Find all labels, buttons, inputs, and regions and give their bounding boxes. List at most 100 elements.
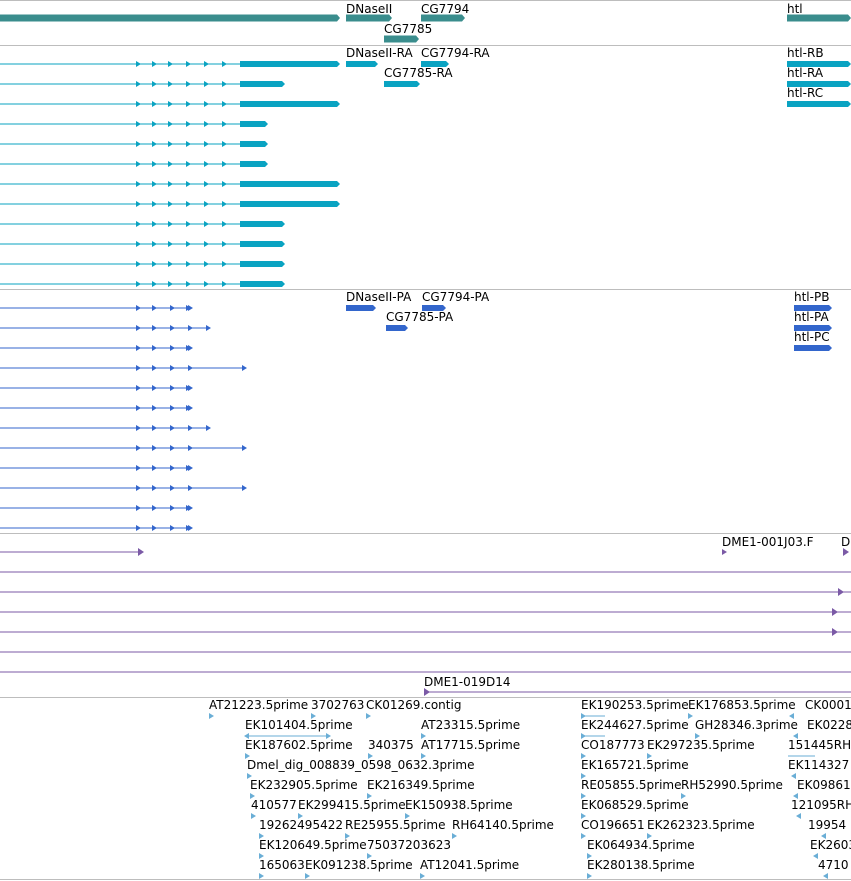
protein-exon[interactable] [186, 385, 191, 391]
protein-exon[interactable] [186, 305, 191, 311]
transcript-feature[interactable] [787, 61, 851, 67]
protein-exon[interactable] [152, 325, 157, 331]
est-label[interactable]: EK098613 [797, 778, 851, 792]
transcript-label-htl-ra[interactable]: htl-RA [787, 66, 824, 80]
transcript-exon[interactable] [204, 261, 209, 267]
transcript-exon[interactable] [204, 241, 209, 247]
est-label[interactable]: AT12041.5prime [420, 858, 520, 872]
protein-exon[interactable] [186, 405, 191, 411]
transcript-exon[interactable] [152, 141, 157, 147]
protein-feature[interactable] [422, 305, 446, 311]
est-feature[interactable] [823, 873, 828, 879]
est-feature[interactable] [793, 733, 798, 739]
protein-exon[interactable] [152, 525, 157, 531]
transcript-exon[interactable] [186, 121, 191, 127]
transcript-exon[interactable] [240, 241, 285, 247]
est-feature[interactable] [311, 713, 316, 719]
est-label[interactable]: EK064934.5prime [587, 838, 695, 852]
est-feature[interactable] [813, 853, 818, 859]
transcript-feature[interactable] [787, 101, 851, 107]
clone-label-dme1-001j03[interactable]: DME1-001J03.F [722, 535, 814, 549]
transcript-exon[interactable] [168, 281, 173, 287]
transcript-exon[interactable] [168, 81, 173, 87]
protein-exon[interactable] [152, 465, 157, 471]
est-label[interactable]: EK120649.5prime [259, 838, 367, 852]
est-feature[interactable] [259, 833, 264, 839]
transcript-exon[interactable] [152, 221, 157, 227]
transcript-label-htl-rb[interactable]: htl-RB [787, 46, 824, 60]
est-feature[interactable] [789, 713, 794, 719]
transcript-exon[interactable] [186, 241, 191, 247]
transcript-exon[interactable] [240, 261, 285, 267]
protein-exon[interactable] [186, 505, 191, 511]
transcript-exon[interactable] [136, 261, 141, 267]
transcript-exon[interactable] [136, 141, 141, 147]
transcript-feature[interactable] [787, 81, 851, 87]
est-label[interactable]: AT17715.5prime [421, 738, 521, 752]
transcript-exon[interactable] [152, 201, 157, 207]
transcript-exon[interactable] [152, 121, 157, 127]
est-label[interactable]: 151445RH [788, 738, 851, 752]
est-feature[interactable] [366, 713, 371, 719]
est-label[interactable]: EK187602.5prime [245, 738, 353, 752]
transcript-exon[interactable] [222, 241, 227, 247]
gene-label-htl[interactable]: htl [787, 2, 803, 16]
transcript-exon[interactable] [204, 201, 209, 207]
protein-exon[interactable] [186, 345, 191, 351]
protein-label-cg7785-pa[interactable]: CG7785-PA [386, 310, 454, 324]
protein-label-htl-pc[interactable]: htl-PC [794, 330, 830, 344]
protein-exon[interactable] [152, 505, 157, 511]
est-feature[interactable] [421, 733, 426, 739]
gene-feature[interactable] [384, 35, 419, 43]
transcript-exon[interactable] [204, 221, 209, 227]
est-feature[interactable] [244, 733, 249, 739]
protein-exon[interactable] [188, 425, 193, 431]
est-label[interactable]: EK232905.5prime [250, 778, 358, 792]
transcript-exon[interactable] [168, 121, 173, 127]
transcript-exon[interactable] [186, 141, 191, 147]
protein-label-htl-pb[interactable]: htl-PB [794, 290, 830, 304]
transcript-feature[interactable] [384, 81, 420, 87]
est-feature[interactable] [587, 853, 592, 859]
protein-exon[interactable] [186, 465, 191, 471]
transcript-exon[interactable] [152, 101, 157, 107]
transcript-exon[interactable] [186, 281, 191, 287]
transcript-exon[interactable] [168, 61, 173, 67]
est-label[interactable]: EK150938.5prime [405, 798, 513, 812]
clone-end[interactable] [138, 548, 144, 556]
est-feature[interactable] [250, 793, 255, 799]
est-label[interactable]: EK190253.5prime [581, 698, 689, 712]
est-feature[interactable] [367, 853, 372, 859]
gene-feature[interactable] [346, 14, 392, 22]
protein-label-dnaseii-pa[interactable]: DNaseII-PA [346, 290, 412, 304]
protein-exon[interactable] [170, 385, 175, 391]
est-label[interactable]: EK297235.5prime [647, 738, 755, 752]
transcript-exon[interactable] [136, 181, 141, 187]
transcript-exon[interactable] [186, 61, 191, 67]
protein-exon[interactable] [188, 445, 193, 451]
est-label[interactable]: 165063 [259, 858, 305, 872]
est-feature[interactable] [793, 793, 798, 799]
transcript-feature[interactable] [421, 61, 449, 67]
transcript-exon[interactable] [240, 201, 340, 207]
est-label[interactable]: EK165721.5prime [581, 758, 689, 772]
est-feature[interactable] [405, 813, 410, 819]
transcript-exon[interactable] [204, 141, 209, 147]
clone-label-dme1-019d14[interactable]: DME1-019D14 [424, 675, 511, 689]
protein-exon[interactable] [136, 365, 141, 371]
est-label[interactable]: Dmel_dig_008839_0598_0632.3prime [247, 758, 475, 772]
est-feature[interactable] [251, 813, 256, 819]
clone-label-truncated[interactable]: D [841, 535, 851, 549]
est-label[interactable]: EK2603 [810, 838, 851, 852]
transcript-exon[interactable] [168, 241, 173, 247]
transcript-exon[interactable] [168, 101, 173, 107]
est-label[interactable]: EK262323.5prime [647, 818, 755, 832]
transcript-exon[interactable] [204, 181, 209, 187]
est-feature[interactable] [421, 753, 426, 759]
transcript-exon[interactable] [222, 121, 227, 127]
protein-exon[interactable] [136, 465, 141, 471]
gene-feature[interactable] [0, 14, 340, 22]
protein-exon[interactable] [188, 485, 193, 491]
transcript-exon[interactable] [240, 101, 340, 107]
transcript-exon[interactable] [136, 161, 141, 167]
